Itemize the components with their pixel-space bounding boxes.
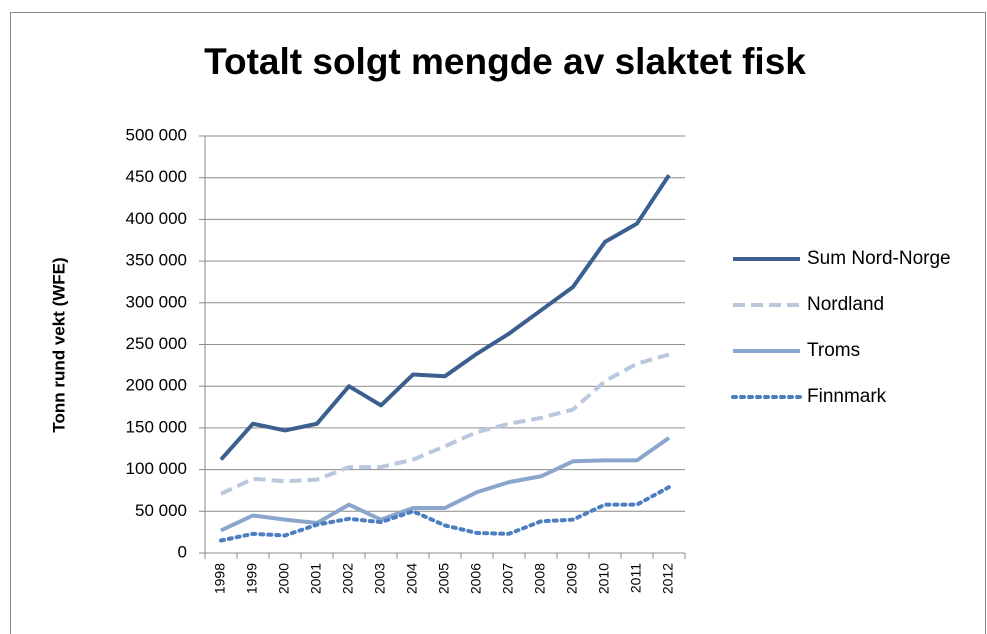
y-tick-label: 450 000 xyxy=(126,167,187,186)
chart-title: Totalt solgt mengde av slaktet fisk xyxy=(204,41,806,82)
y-axis-label: Tonn rund vekt (WFE) xyxy=(49,257,68,432)
y-tick-label: 150 000 xyxy=(126,417,187,436)
y-tick-label: 0 xyxy=(178,542,187,561)
line-series xyxy=(220,436,671,533)
x-tick-label: 2000 xyxy=(276,563,292,594)
y-tick-label: 200 000 xyxy=(126,376,187,395)
y-tick-label: 350 000 xyxy=(126,251,187,270)
x-tick-label: 1999 xyxy=(244,563,260,594)
chart-frame xyxy=(10,12,986,634)
x-tick-label: 2011 xyxy=(628,563,644,593)
line-series xyxy=(220,352,670,496)
x-tick-label: 2009 xyxy=(564,563,580,594)
legend-label: Sum Nord-Norge xyxy=(807,248,951,269)
x-tick-label: 2002 xyxy=(340,563,356,594)
y-tick-label: 250 000 xyxy=(126,334,187,353)
x-tick-label: 2008 xyxy=(532,563,548,594)
line-series xyxy=(219,485,671,543)
x-tick-label: 2001 xyxy=(308,563,324,594)
y-tick-label: 500 000 xyxy=(126,125,187,144)
y-tick-label: 100 000 xyxy=(126,459,187,478)
x-tick-label: 2012 xyxy=(660,563,676,594)
x-tick-label: 2007 xyxy=(500,563,516,594)
y-tick-label: 50 000 xyxy=(135,501,187,520)
line-series xyxy=(219,174,671,461)
x-tick-label: 2005 xyxy=(436,563,452,594)
x-tick-label: 2006 xyxy=(468,563,484,594)
y-tick-label: 400 000 xyxy=(126,209,187,228)
legend-label: Finnmark xyxy=(807,386,887,407)
legend-label: Troms xyxy=(807,340,860,361)
x-tick-label: 2010 xyxy=(596,563,612,594)
x-tick-label: 2004 xyxy=(404,563,420,594)
x-tick-label: 2003 xyxy=(372,563,388,594)
y-tick-label: 300 000 xyxy=(126,292,187,311)
legend-label: Nordland xyxy=(807,294,884,315)
x-tick-label: 1998 xyxy=(212,563,228,594)
